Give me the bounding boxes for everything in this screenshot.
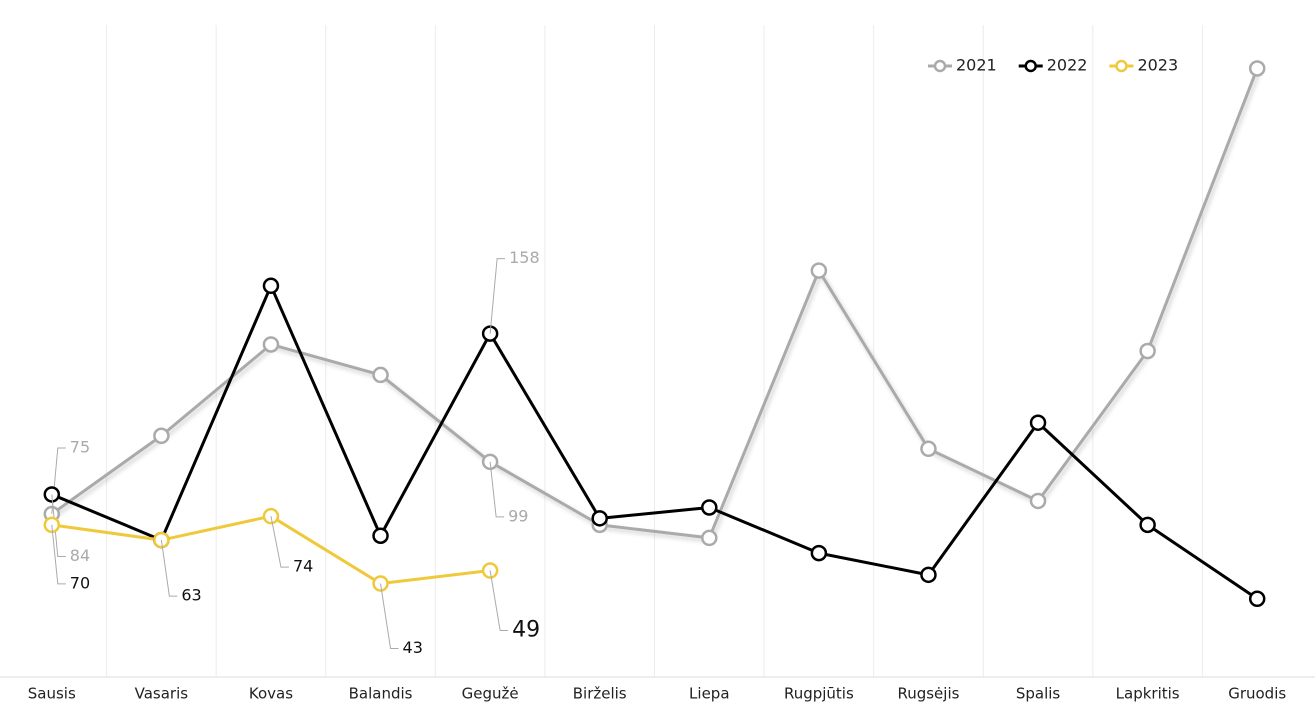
point <box>701 529 718 547</box>
point <box>591 510 608 527</box>
point <box>1248 590 1266 608</box>
leader-line <box>51 494 66 557</box>
series-line <box>51 514 491 586</box>
x-tick-label: Rugsėjis <box>897 685 959 703</box>
x-tick-label: Gegužė <box>462 685 519 703</box>
x-tick-label: Birželis <box>573 685 627 703</box>
point <box>1248 60 1266 77</box>
x-tick-label: Liepa <box>689 685 729 703</box>
point <box>1139 342 1156 360</box>
legend-label: 2021 <box>956 56 997 75</box>
data-label: 63 <box>181 586 201 605</box>
series-line <box>50 67 1259 540</box>
leader-line <box>160 540 178 597</box>
legend-marker <box>1024 59 1037 73</box>
point <box>810 544 828 562</box>
point <box>1139 516 1156 534</box>
leader-line <box>489 570 509 632</box>
legend-marker <box>933 59 947 73</box>
point <box>262 277 280 295</box>
x-tick-label: Lapkritis <box>1116 685 1180 703</box>
x-tick-label: Kovas <box>249 685 293 703</box>
leader-line <box>489 258 506 334</box>
leader-line <box>270 516 289 568</box>
point <box>372 527 389 544</box>
point <box>372 366 389 384</box>
point <box>701 499 718 516</box>
legend-label: 2023 <box>1137 56 1178 75</box>
data-label: 158 <box>509 248 540 267</box>
point <box>810 262 828 279</box>
point <box>1029 492 1047 510</box>
x-tick-label: Sausis <box>28 685 76 703</box>
data-label: 99 <box>508 506 528 525</box>
data-label: 49 <box>512 618 540 643</box>
legend-label: 2022 <box>1047 56 1088 75</box>
data-label: 43 <box>403 638 423 657</box>
point <box>920 440 937 458</box>
data-label: 84 <box>70 546 90 565</box>
series-line <box>51 284 1259 601</box>
data-label: 74 <box>293 557 313 576</box>
data-label: 75 <box>70 438 90 457</box>
point <box>262 336 280 353</box>
leader-line <box>51 524 66 585</box>
x-tick-label: Balandis <box>349 685 413 703</box>
x-tick-label: Vasaris <box>135 685 189 703</box>
data-label: 70 <box>70 573 90 592</box>
x-tick-label: Rugpjūtis <box>784 685 854 703</box>
point <box>920 566 937 584</box>
leader-line <box>489 461 505 518</box>
leader-line <box>380 583 399 650</box>
point <box>1029 414 1047 431</box>
point <box>153 427 170 445</box>
legend-marker <box>1115 59 1128 73</box>
x-tick-label: Spalis <box>1016 685 1061 703</box>
x-tick-label: Gruodis <box>1228 685 1286 703</box>
